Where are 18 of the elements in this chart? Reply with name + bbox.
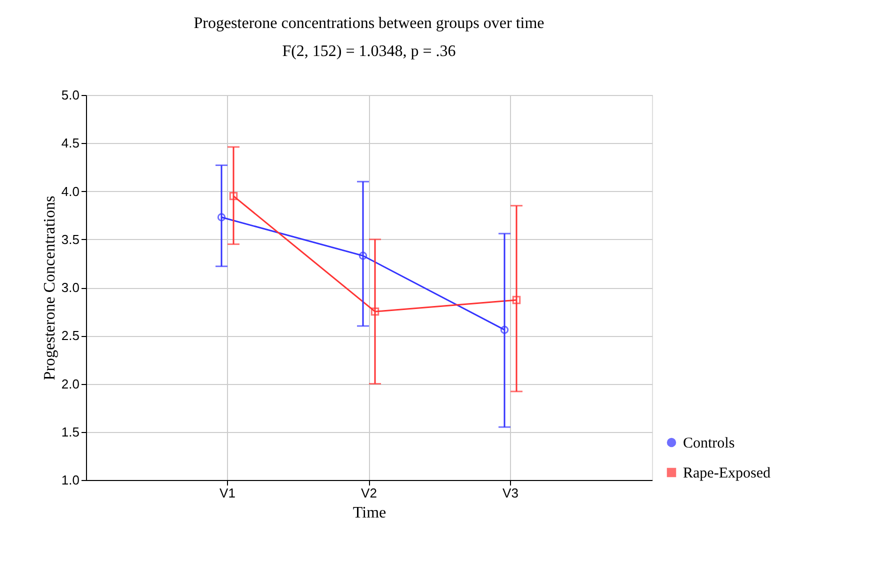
x-tick-label: V3	[502, 486, 518, 500]
y-tick-label: 2.5	[61, 328, 80, 344]
x-tick-label: V1	[220, 486, 236, 500]
legend-label: Controls	[683, 436, 735, 452]
y-tick-label: 3.0	[61, 280, 80, 295]
y-tick-label: 3.5	[61, 232, 80, 247]
y-tick-label: 2.0	[61, 376, 80, 392]
y-tick-label: 4.5	[61, 136, 80, 151]
x-axis-title: Time	[352, 504, 386, 522]
chart-title: Progesterone concentrations between groups over time	[194, 15, 544, 32]
y-tick-label: 4.0	[61, 184, 80, 199]
y-tick-label: 5.0	[61, 88, 80, 102]
y-axis-title: Progesterone Concentrations	[41, 196, 58, 380]
y-tick-label: 1.0	[61, 472, 80, 488]
chart-subtitle: F(2, 152) = 1.0348, p = .36	[282, 43, 456, 60]
legend-label: Rape-Exposed	[683, 466, 771, 482]
y-tick-label: 1.5	[61, 424, 80, 440]
x-tick-label: V2	[361, 486, 377, 500]
